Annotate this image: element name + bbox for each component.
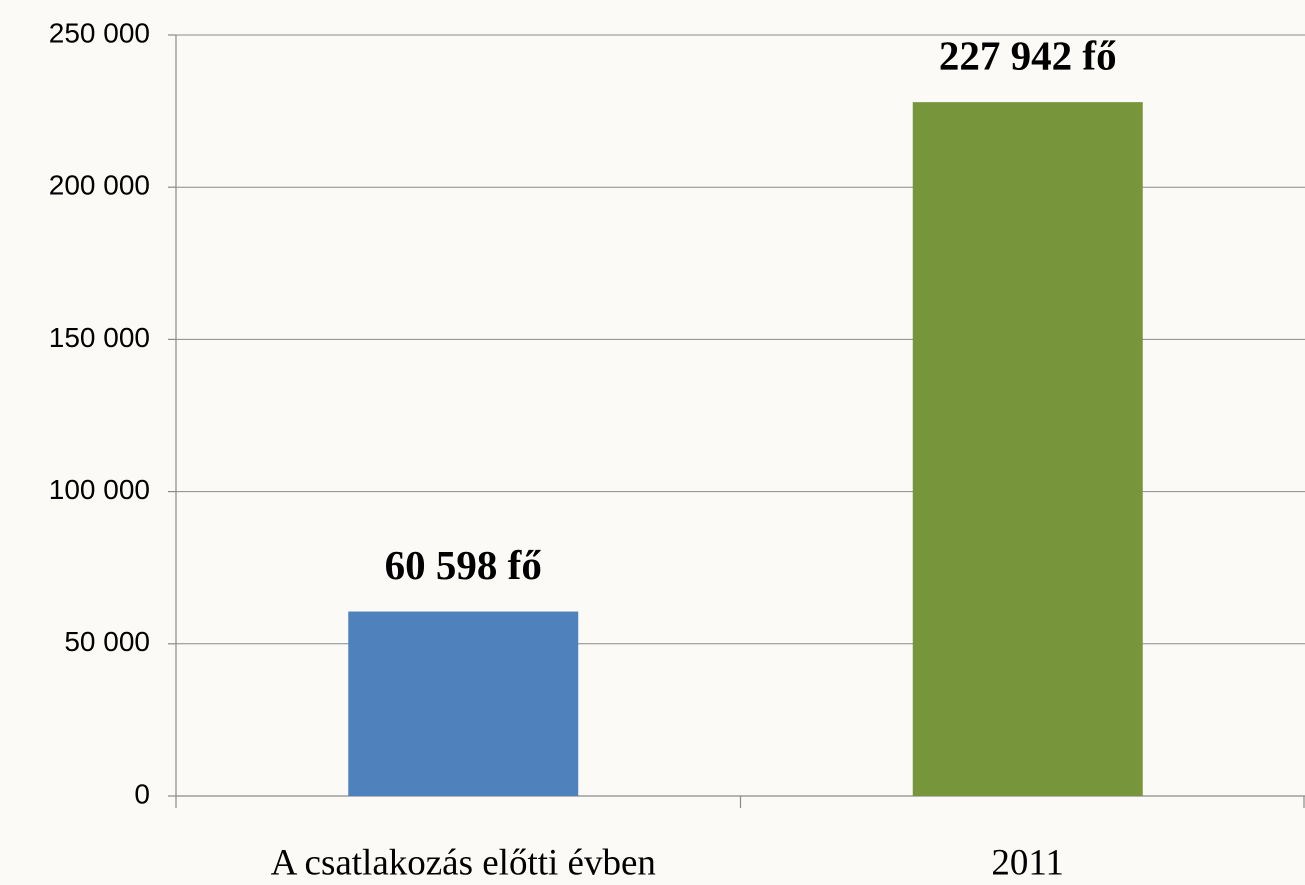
- y-tick-label: 250 000: [49, 17, 150, 48]
- y-tick-label: 150 000: [49, 322, 150, 353]
- value-label: 60 598 fő: [385, 542, 542, 588]
- y-tick-label: 200 000: [49, 170, 150, 201]
- bar: [348, 611, 579, 796]
- x-tick-label: 2011: [991, 842, 1064, 883]
- y-tick-label: 100 000: [49, 474, 150, 505]
- x-tick-label: A csatlakozás előtti évben: [271, 842, 656, 883]
- y-tick-label: 0: [134, 778, 150, 809]
- bar: [912, 102, 1143, 797]
- value-label: 227 942 fő: [939, 33, 1117, 79]
- y-tick-label: 50 000: [64, 626, 150, 657]
